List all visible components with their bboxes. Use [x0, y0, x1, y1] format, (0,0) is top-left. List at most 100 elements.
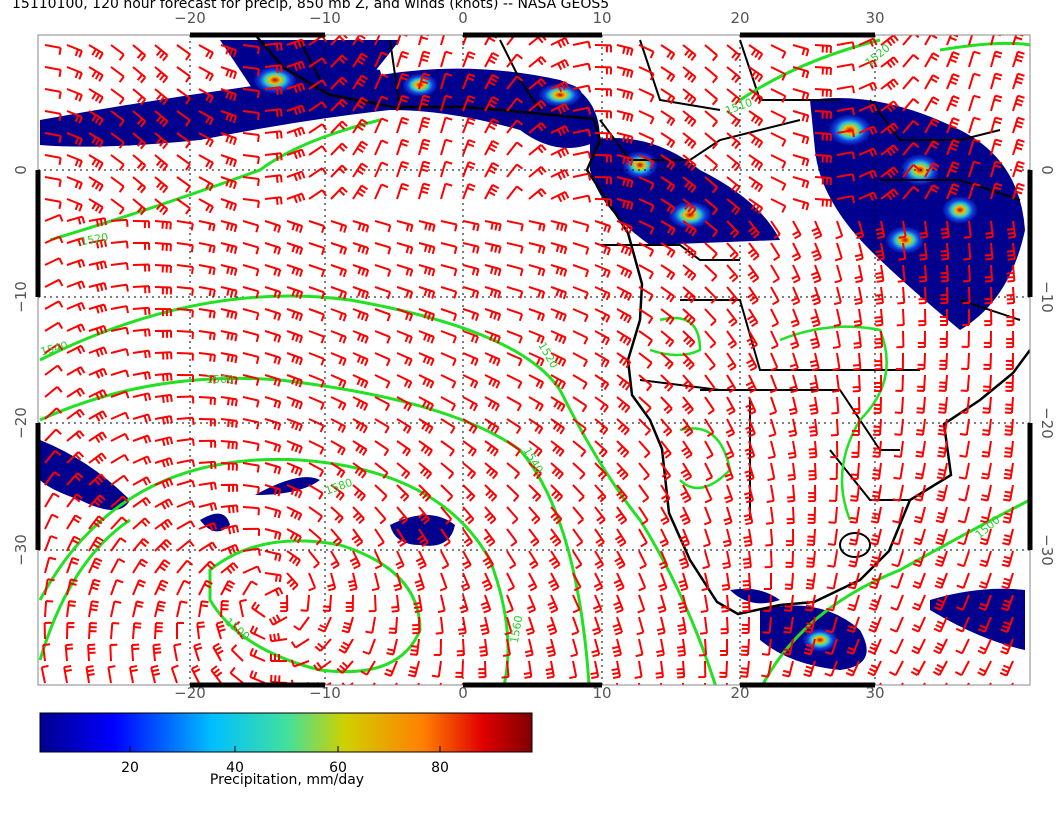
wind-barb	[396, 116, 410, 134]
wind-barb	[418, 418, 434, 434]
wind-barb	[746, 330, 758, 350]
wind-barb	[528, 440, 543, 457]
wind-barb	[176, 110, 191, 127]
wind-barb	[242, 154, 260, 165]
wind-barb	[374, 396, 391, 412]
wind-barb	[176, 44, 191, 61]
wind-barb	[417, 528, 429, 548]
wind-barb	[572, 220, 590, 233]
wind-barb	[66, 132, 83, 146]
wind-barb	[330, 120, 348, 134]
wind-barb	[1006, 286, 1016, 305]
wind-barb	[990, 72, 1003, 90]
wind-barb	[462, 374, 479, 389]
wind-barb	[506, 572, 516, 592]
wind-barb	[484, 330, 501, 344]
wind-barb	[848, 550, 860, 568]
wind-barb	[892, 506, 904, 524]
left-tick-label: −20	[12, 407, 30, 439]
top-tick-label: 0	[458, 9, 468, 27]
wind-barb	[506, 264, 524, 277]
wind-barb	[765, 528, 774, 547]
wind-barb	[549, 528, 562, 547]
precip-area	[390, 515, 455, 546]
wind-barb	[110, 218, 129, 227]
wind-barb	[132, 476, 152, 486]
wind-barb	[528, 352, 545, 367]
wind-barb	[961, 352, 970, 370]
wind-barb	[880, 78, 899, 91]
wind-barb	[484, 484, 498, 502]
wind-barb	[506, 119, 524, 134]
wind-barb	[374, 330, 391, 344]
wind-barb	[528, 418, 544, 435]
wind-barb	[66, 387, 86, 398]
wind-barb	[702, 550, 711, 570]
wind-barb	[679, 528, 691, 548]
wind-barb	[834, 264, 843, 284]
wind-barb	[88, 66, 104, 82]
wind-barb	[898, 220, 907, 239]
wind-barb	[681, 418, 694, 437]
wind-barb	[612, 616, 623, 636]
wind-barb	[616, 440, 630, 458]
wind-barb	[368, 594, 377, 613]
wind-barb	[220, 524, 240, 535]
wind-barb	[722, 528, 732, 548]
wind-barb	[546, 616, 558, 636]
wind-barb	[66, 110, 83, 124]
wind-barb	[88, 303, 108, 314]
wind-barb	[572, 440, 587, 458]
wind-barb	[704, 220, 719, 238]
wind-barb	[867, 660, 882, 677]
wind-barb	[764, 573, 772, 590]
wind-barb	[330, 484, 345, 501]
wind-barb	[829, 484, 838, 502]
wind-barb	[979, 528, 992, 546]
wind-barb	[827, 528, 838, 546]
wind-barb	[792, 220, 802, 240]
wind-barb	[506, 352, 523, 367]
wind-barb	[528, 374, 545, 389]
wind-barb	[154, 286, 172, 295]
wind-barb	[924, 184, 940, 200]
wind-barb	[484, 140, 500, 156]
wind-barb	[869, 550, 882, 568]
wind-barb	[704, 308, 717, 327]
wind-barb	[352, 462, 367, 479]
wind-barb	[726, 132, 741, 150]
wind-barb	[769, 374, 778, 394]
wind-barb	[1012, 72, 1025, 90]
wind-barb	[968, 160, 981, 178]
wind-barb	[1001, 572, 1014, 590]
wind-barb	[396, 528, 407, 548]
right-tick-label: −20	[1038, 407, 1056, 439]
wind-barb	[110, 411, 130, 420]
wind-barb	[242, 506, 260, 516]
wind-barb	[198, 132, 214, 148]
wind-barb	[170, 664, 179, 684]
wind-barb	[742, 550, 752, 569]
wind-barb	[374, 286, 392, 300]
wind-barb	[940, 286, 949, 305]
wind-barb	[66, 514, 82, 530]
wind-barb	[704, 330, 717, 349]
wind-barb	[968, 116, 981, 134]
wind-barb	[365, 616, 376, 634]
wind-barb	[330, 374, 347, 389]
wind-barb	[787, 484, 796, 503]
wind-barb	[455, 660, 464, 678]
wind-barb	[242, 396, 260, 408]
wind-barb	[110, 240, 129, 249]
wind-barb	[704, 132, 718, 150]
wind-barb	[249, 670, 266, 684]
wind-barb	[198, 522, 218, 532]
wind-barb	[858, 125, 878, 135]
wind-barb	[374, 462, 389, 479]
wind-barb	[1005, 352, 1014, 370]
wind-barb	[154, 242, 172, 252]
wind-barb	[786, 506, 795, 525]
wind-barb	[592, 594, 603, 614]
wind-barb	[484, 286, 502, 299]
wind-barb	[88, 494, 106, 508]
